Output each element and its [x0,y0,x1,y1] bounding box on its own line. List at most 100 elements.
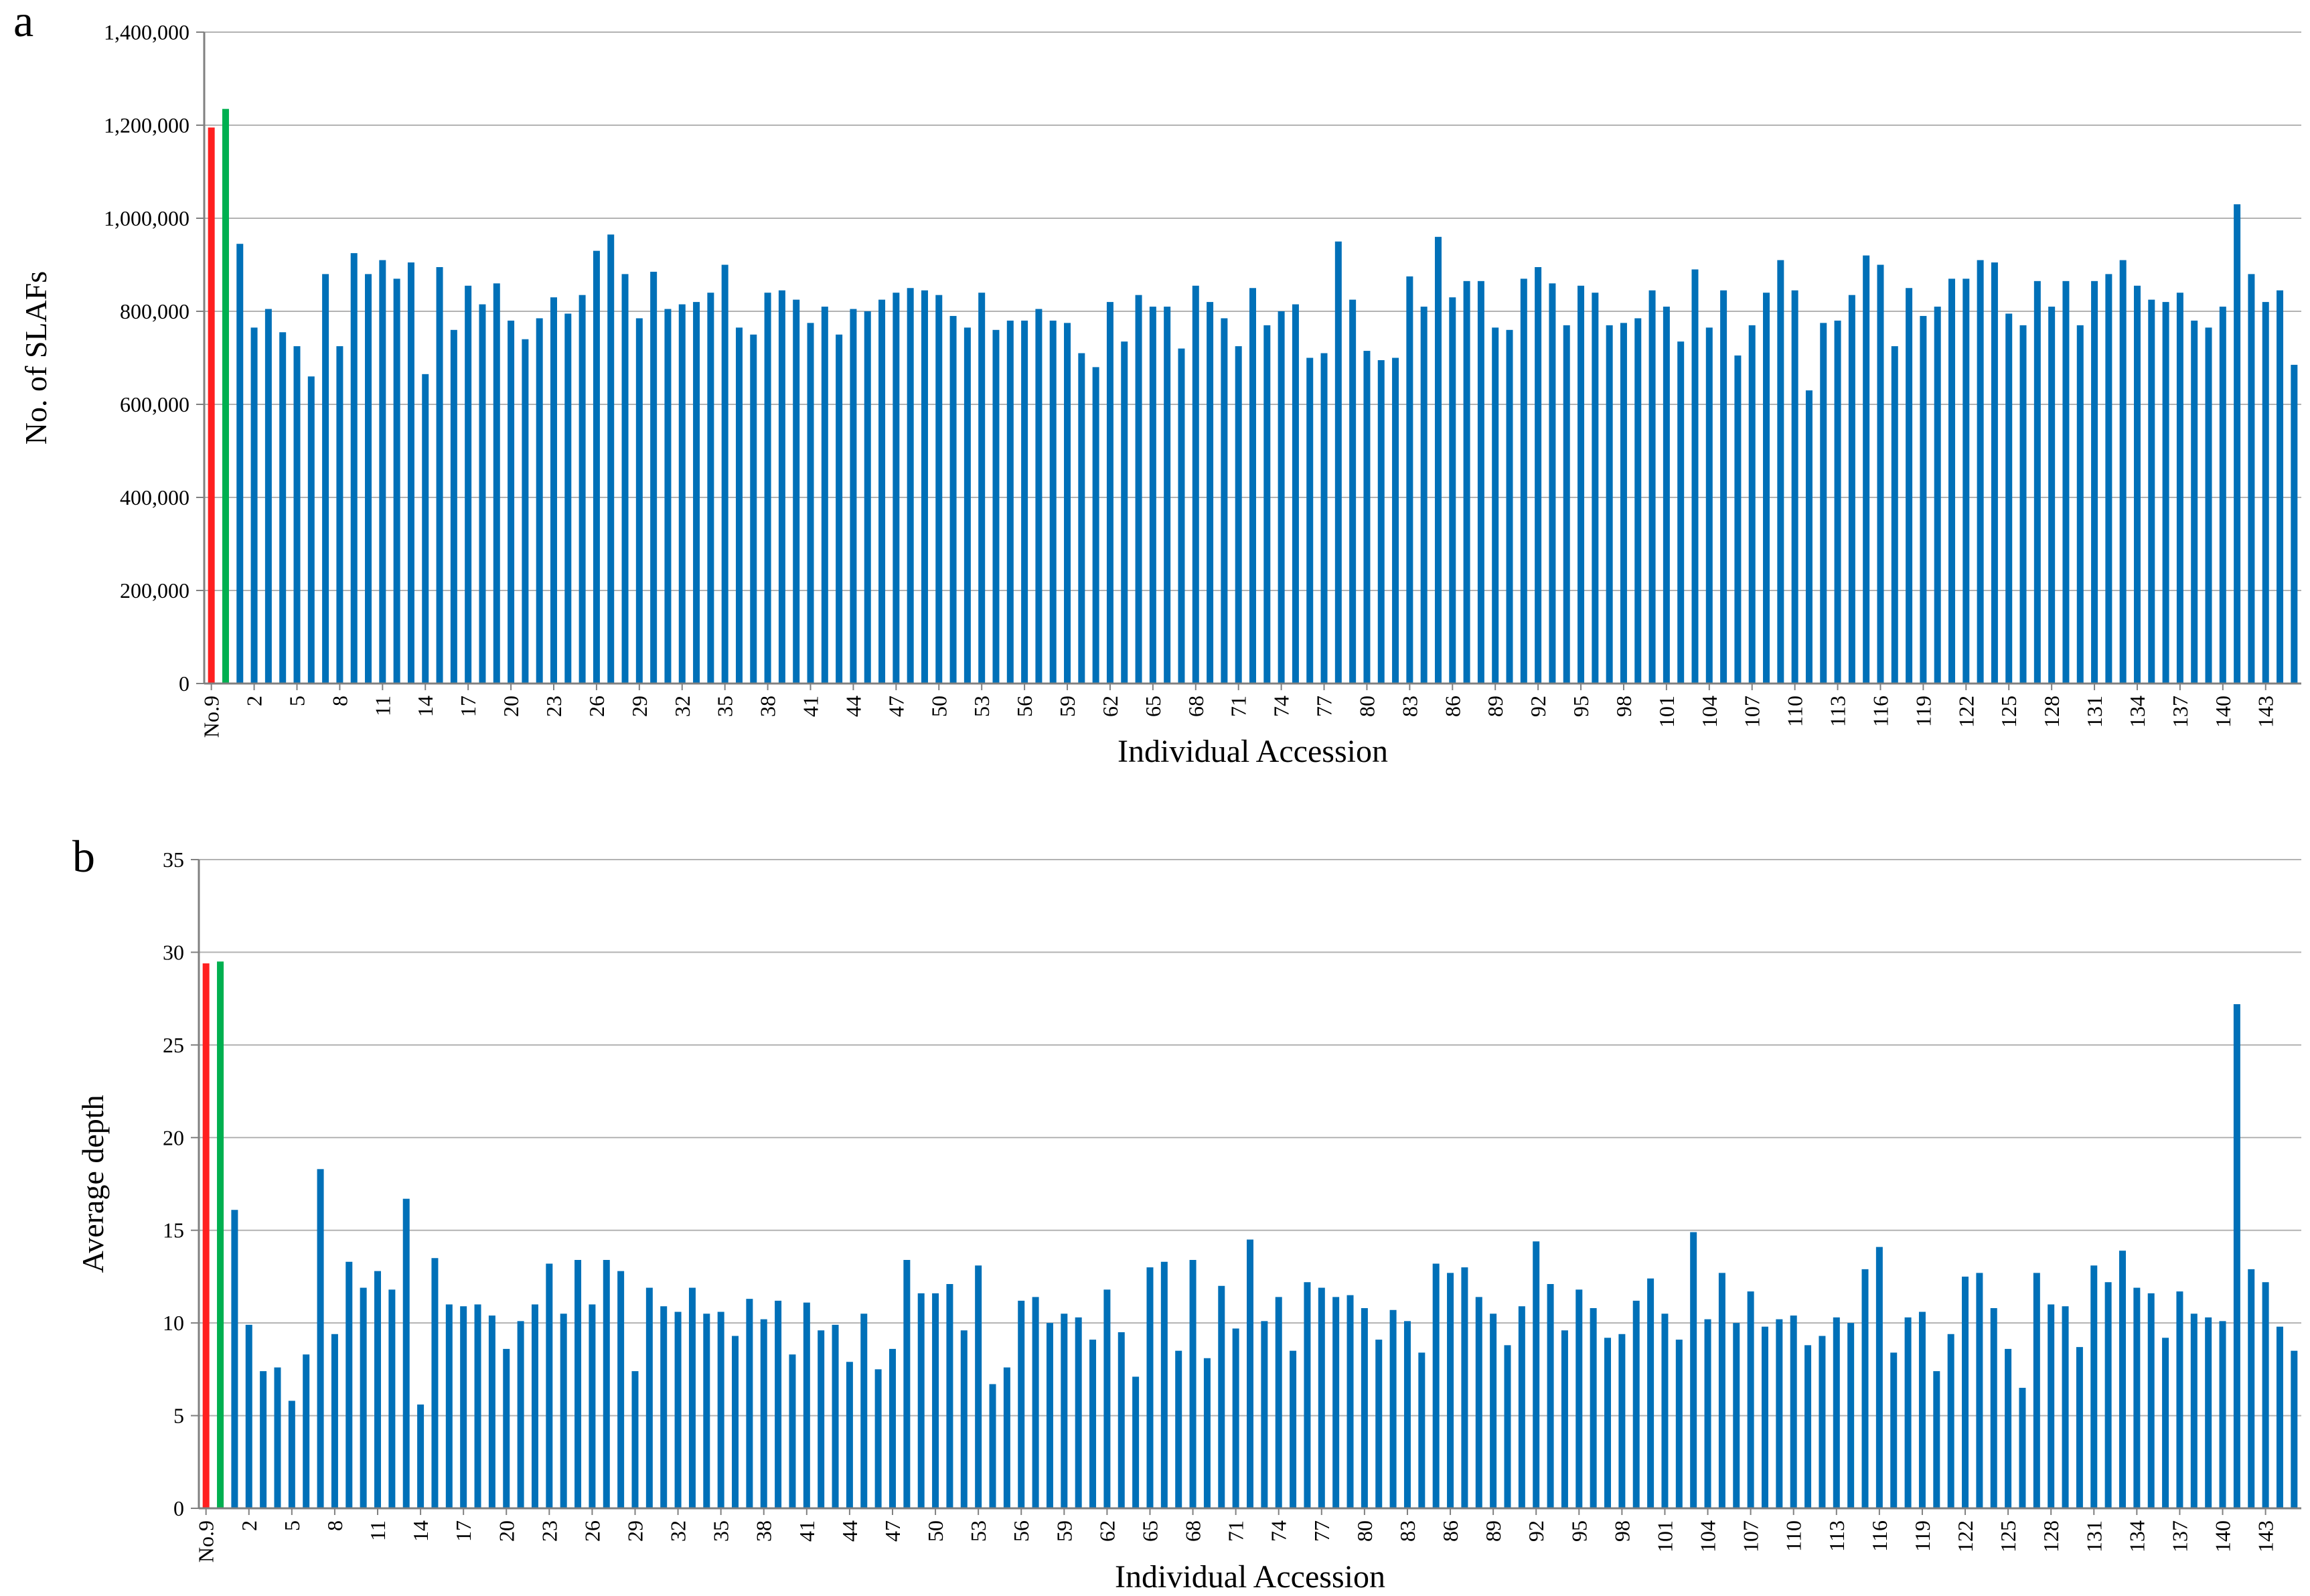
y-tick-label: 25 [163,1033,184,1057]
bar [1820,323,1827,684]
bar [964,327,971,684]
x-tick-label: 5 [285,696,309,706]
x-tick-label: 119 [1910,1520,1934,1552]
bar [1777,260,1784,684]
x-tick-label: 68 [1181,1520,1205,1542]
bar [407,262,414,684]
x-tick-label: 74 [1269,696,1294,717]
bar [402,1198,410,1508]
bar [1819,1336,1826,1508]
x-tick-label: 65 [1141,696,1165,717]
x-tick-label: 20 [494,1520,518,1542]
bar [1904,1317,1912,1508]
bar [2277,290,2284,684]
bar [1776,1319,1783,1508]
bar [1064,323,1071,684]
bar [1791,290,1798,684]
bar [1575,1289,1583,1508]
bar [707,293,714,684]
bar [2033,281,2041,684]
x-tick-label: 119 [1911,696,1935,727]
bar [1863,255,1870,684]
bar [493,283,500,684]
bar [1947,1334,1954,1508]
bar [1763,293,1770,684]
bar [2291,1350,2298,1508]
bar [1533,1241,1540,1508]
bar [688,1287,696,1508]
bar [1046,1323,1053,1508]
bar [1477,281,1484,684]
bar [1934,307,1941,684]
x-tick-label: 110 [1783,696,1807,727]
y-tick-label: 15 [163,1218,184,1243]
bar [1363,351,1371,684]
x-tick-label: 143 [2254,1520,2278,1552]
bar [202,963,210,1508]
x-tick-label: 116 [1867,1520,1892,1552]
bar [1018,1300,1025,1508]
panel-letter-a: a [13,0,34,46]
bar [917,1293,925,1508]
bar [1132,1376,1140,1508]
bar [1332,1297,1340,1508]
bar [975,1265,982,1508]
x-tick-label: 98 [1612,696,1636,717]
x-tick-label: 38 [752,1520,776,1542]
bar [1861,1269,1869,1508]
x-tick-label: 41 [799,696,823,717]
x-tick-label: 38 [756,696,780,717]
bar [864,311,871,684]
bar [1318,1287,1325,1508]
x-tick-label: 89 [1483,696,1507,717]
x-tick-label: 11 [366,1520,390,1541]
x-tick-label: 62 [1095,1520,1119,1542]
x-tick-label: 59 [1055,696,1079,717]
bar [2262,1282,2269,1508]
bar [474,1304,481,1508]
bar [1375,1340,1383,1508]
bar [1506,329,1513,684]
bar [546,1263,553,1508]
x-tick-label: 107 [1739,1520,1763,1552]
bar [1663,307,1670,684]
bar [1805,390,1813,684]
bar [508,320,515,684]
bar [1790,1315,1797,1508]
x-tick-label: 101 [1652,1520,1677,1552]
bar [693,302,700,684]
bar [260,1371,267,1508]
bar [2076,325,2084,684]
bar [564,313,572,684]
x-tick-label: 44 [838,1520,862,1542]
x-tick-label: 143 [2254,696,2278,728]
bar [703,1313,710,1508]
bar [903,1260,911,1508]
x-tick-label: 125 [1997,696,2021,728]
bar [1962,1276,1969,1508]
bar [1592,293,1599,684]
x-tick-label: No.9 [200,696,224,738]
bar [2048,1304,2055,1508]
y-tick-label: 10 [163,1311,184,1335]
bar [1718,1273,1725,1508]
bar [2005,313,2013,684]
bar [750,334,757,684]
x-tick-label: 71 [1224,1520,1248,1542]
x-tick-label: 59 [1052,1520,1076,1542]
bar [1761,1326,1768,1508]
bar [579,295,586,684]
bar [1189,1260,1197,1508]
x-tick-label: 104 [1696,1520,1720,1552]
bar [1106,302,1113,684]
x-tick-label: 89 [1481,1520,1505,1542]
bar [279,332,287,684]
bar [878,299,886,684]
x-tick-label: 107 [1740,696,1764,728]
bar [264,309,272,684]
bar [1705,327,1713,684]
bar [2119,260,2127,684]
bar [803,1302,810,1508]
x-tick-label: 116 [1868,696,1892,727]
